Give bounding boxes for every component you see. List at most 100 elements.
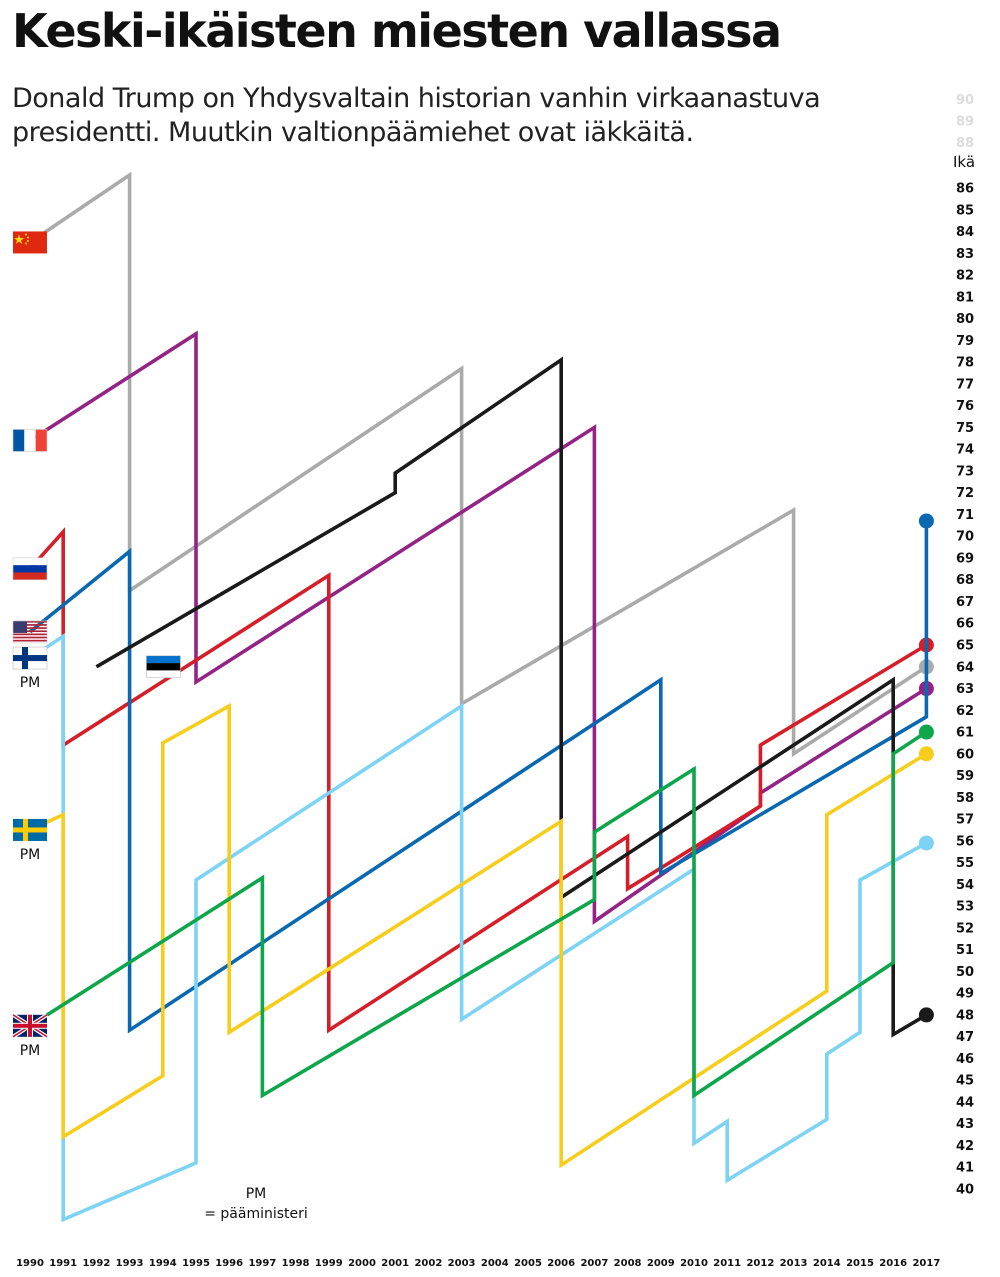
y-tick-label: 64 <box>956 660 974 675</box>
y-tick-label: 81 <box>956 290 974 305</box>
y-tick-label: 43 <box>956 1117 974 1132</box>
y-tick-label: 40 <box>956 1183 974 1198</box>
y-tick-label: 55 <box>956 856 974 871</box>
y-tick-label: 70 <box>956 530 974 545</box>
x-tick-label: 1999 <box>315 1258 343 1269</box>
chart-title: Keski-ikäisten miesten vallassa <box>12 4 782 58</box>
x-tick-label: 1997 <box>248 1258 276 1269</box>
y-tick-label: 52 <box>956 921 974 936</box>
flag-group <box>11 231 181 1039</box>
y-tick-label: 69 <box>956 551 974 566</box>
pm-label-group: PM PM PM <box>20 675 41 1059</box>
series-endpoint-finland <box>918 835 934 851</box>
y-tick-label: 73 <box>956 464 974 479</box>
usa-flag-icon <box>12 620 48 644</box>
x-tick-label: 1998 <box>282 1258 310 1269</box>
x-tick-label: 1992 <box>82 1258 110 1269</box>
france-flag-icon <box>12 429 48 452</box>
sweden-flag-icon <box>13 818 47 841</box>
x-tick-label: 2004 <box>481 1258 509 1269</box>
pm-label: PM <box>20 847 41 863</box>
y-tick-label: 53 <box>956 900 974 915</box>
series-endpoint-sweden <box>918 746 934 762</box>
y-tick-label: 65 <box>956 639 974 654</box>
series-line-uk <box>29 730 928 1099</box>
pm-label: PM <box>20 675 41 691</box>
x-tick-label: 1993 <box>116 1258 144 1269</box>
y-tick-label: 41 <box>956 1161 974 1176</box>
y-tick-label: 63 <box>956 682 974 697</box>
x-tick-label: 2003 <box>448 1258 476 1269</box>
x-tick-group: 1990 1991 1992 1993 1994 1995 1996 1997 1998 1999… <box>16 1258 940 1269</box>
x-tick-label: 1991 <box>49 1258 77 1269</box>
y-tick-label: 86 <box>956 182 974 197</box>
series-line-estonia <box>95 356 928 1038</box>
faded-tick-label: 88 <box>956 136 974 151</box>
y-tick-label: 74 <box>956 443 974 458</box>
y-tick-label: 66 <box>956 617 974 632</box>
y-tick-label: 48 <box>956 1008 974 1023</box>
y-tick-label: 58 <box>956 791 974 806</box>
series-line-china <box>28 171 928 758</box>
series-group <box>28 171 934 1223</box>
faded-tick-label: 89 <box>956 115 974 130</box>
x-tick-label: 2014 <box>813 1258 841 1269</box>
y-tick-label: 68 <box>956 573 974 588</box>
x-tick-label: 2005 <box>514 1258 542 1269</box>
x-tick-label: 2007 <box>580 1258 608 1269</box>
y-tick-label: 60 <box>956 747 974 762</box>
y-tick-label: 76 <box>956 399 974 414</box>
y-tick-label: 51 <box>956 943 974 958</box>
y-tick-label: 62 <box>956 704 974 719</box>
y-tick-label: 45 <box>956 1074 974 1089</box>
y-tick-label: 67 <box>956 595 974 610</box>
y-tick-label: 59 <box>956 769 974 784</box>
x-tick-label: 2000 <box>348 1258 376 1269</box>
x-tick-label: 1996 <box>215 1258 243 1269</box>
y-tick-label: 84 <box>956 225 974 240</box>
x-tick-label: 1994 <box>149 1258 177 1269</box>
y-tick-label: 42 <box>956 1139 974 1154</box>
y-axis-label: Ikä <box>953 153 975 171</box>
estonia-flag-icon <box>146 655 181 679</box>
china-flag-icon <box>13 231 47 254</box>
y-tick-label: 54 <box>956 878 974 893</box>
pm-legend-text: = pääministeri <box>204 1206 308 1222</box>
x-tick-label: 2012 <box>746 1258 774 1269</box>
y-tick-label: 82 <box>956 269 974 284</box>
y-tick-label: 49 <box>956 987 974 1002</box>
x-tick-label: 2010 <box>680 1258 708 1269</box>
y-tick-label: 46 <box>956 1052 974 1067</box>
series-line-usa <box>28 521 929 1034</box>
y-tick-group: 86 85 84 83 82 81 80 79 78 77 76 75 74 73 72 71 70 69 68 67… <box>956 182 974 1198</box>
x-tick-label: 2016 <box>879 1258 907 1269</box>
y-tick-label: 50 <box>956 965 974 980</box>
y-tick-label: 78 <box>956 356 974 371</box>
pm-legend-title: PM <box>246 1186 267 1202</box>
faded-tick-label: 90 <box>956 93 974 108</box>
chart-subtitle: Donald Trump on Yhdysvaltain historian v… <box>12 83 821 148</box>
y-tick-label: 77 <box>956 377 974 392</box>
faded-tick-group: 90 89 88 <box>956 93 974 151</box>
series-endpoint-usa <box>918 513 934 529</box>
x-tick-label: 2008 <box>614 1258 642 1269</box>
uk-flag-icon <box>11 1013 49 1039</box>
finland-flag-icon <box>12 646 48 670</box>
y-tick-label: 83 <box>956 247 974 262</box>
series-line-sweden <box>29 702 928 1169</box>
x-tick-label: 1990 <box>16 1258 44 1269</box>
x-tick-label: 2011 <box>713 1258 741 1269</box>
russia-flag-icon <box>12 557 48 581</box>
y-tick-label: 57 <box>956 813 974 828</box>
x-tick-label: 2017 <box>912 1258 940 1269</box>
y-tick-label: 47 <box>956 1030 974 1045</box>
y-tick-label: 75 <box>956 421 974 436</box>
x-tick-label: 2009 <box>647 1258 675 1269</box>
x-tick-label: 2015 <box>846 1258 874 1269</box>
y-tick-label: 72 <box>956 486 974 501</box>
y-tick-label: 79 <box>956 334 974 349</box>
y-tick-label: 85 <box>956 203 974 218</box>
pm-label: PM <box>20 1043 41 1059</box>
y-tick-label: 44 <box>956 1095 974 1110</box>
